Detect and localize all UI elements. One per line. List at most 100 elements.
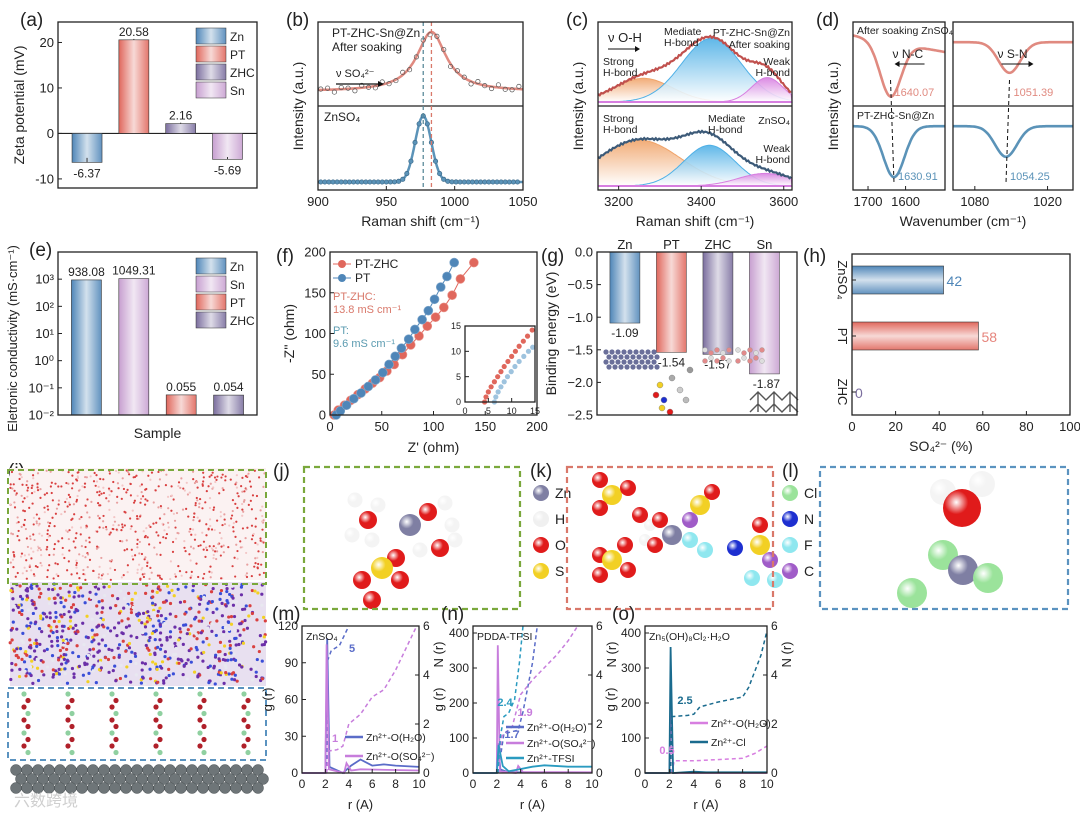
zhc-layer-atom (21, 730, 27, 736)
water-molecule (231, 499, 235, 502)
polymer-atom (145, 616, 150, 620)
water-molecule (129, 494, 132, 497)
polymer-atom (255, 657, 259, 662)
y-tick-label: 200 (449, 696, 469, 710)
water-molecule (32, 516, 35, 520)
water-molecule (11, 487, 14, 490)
atom (609, 359, 615, 365)
mode-label: ν O-H (608, 30, 642, 45)
y-tick-label: 300 (449, 661, 469, 675)
y-tick-label: 60 (285, 693, 299, 707)
legend-label: PT (230, 296, 246, 310)
polymer-atom (108, 606, 113, 610)
polymer-atom (124, 674, 128, 678)
water-molecule (153, 546, 156, 549)
plot-frame (852, 21, 946, 191)
water-molecule (67, 482, 70, 485)
polymer-atom (208, 664, 212, 668)
polymer-atom (35, 666, 40, 670)
zhc-layer-atom (245, 749, 251, 756)
atom (645, 359, 651, 365)
data-point (461, 74, 467, 80)
y-tick-label: 0.0 (575, 245, 593, 260)
zhc-layer-atom (153, 743, 159, 749)
water-molecule (37, 547, 41, 550)
water-molecule (125, 548, 129, 551)
x-tick-label: 6 (541, 777, 548, 791)
water-molecule (102, 486, 105, 489)
coordination-number-curve (325, 625, 418, 774)
polymer-atom (165, 584, 170, 588)
data-point (345, 85, 351, 91)
water-molecule (50, 491, 53, 495)
polymer-atom (40, 669, 44, 673)
x-tick-label: 50 (375, 419, 389, 434)
water-molecule (159, 504, 163, 508)
water-molecule (98, 494, 101, 497)
water-molecule (43, 511, 46, 514)
annotation-label: Strong (603, 56, 634, 68)
polymer-atom (157, 585, 161, 589)
water-molecule (214, 480, 217, 484)
atom (363, 591, 381, 609)
polymer-atom (30, 586, 34, 590)
polymer-atom (227, 627, 231, 632)
polymer-atom (15, 627, 19, 631)
water-molecule (236, 549, 239, 553)
water-molecule (220, 545, 223, 548)
water-molecule (25, 559, 28, 562)
polymer-atom (77, 664, 82, 668)
polymer-atom (24, 649, 28, 654)
peak-value-label: 1051.39 (1013, 87, 1053, 99)
x-tick-label: 950 (375, 194, 397, 209)
water-molecule (260, 563, 263, 566)
polymer-atom (55, 635, 60, 640)
polymer-atom (124, 649, 128, 653)
atom (752, 517, 768, 533)
atom (592, 472, 608, 488)
bar-znso₄ (851, 265, 944, 295)
water-molecule (35, 520, 38, 523)
water-molecule (128, 473, 131, 476)
water-molecule (36, 472, 40, 475)
water-molecule (54, 562, 57, 565)
atom (620, 480, 636, 496)
polymer-atom (148, 618, 152, 622)
polymer-atom (58, 586, 62, 590)
x-tick-label: 20 (888, 419, 902, 434)
water-molecule (135, 515, 139, 518)
water-molecule (207, 485, 210, 488)
polymer-atom (212, 666, 216, 670)
water-molecule (22, 509, 25, 512)
water-molecule (110, 490, 113, 493)
polymer-atom (56, 644, 60, 648)
polymer-atom (90, 628, 94, 632)
polymer-atom (31, 681, 35, 685)
zhc-layer-atom (21, 717, 27, 723)
polymer-atom (107, 585, 111, 589)
atom (767, 572, 783, 588)
water-molecule (138, 563, 141, 566)
data-point (447, 290, 457, 300)
annotation-label: H-bond (603, 124, 638, 136)
polymer-atom (81, 673, 85, 677)
y-tick-label: 0 (291, 766, 298, 780)
atom (654, 354, 660, 360)
polymer-atom (74, 623, 78, 627)
water-molecule (73, 513, 76, 516)
polymer-atom (184, 585, 188, 589)
data-point (363, 179, 369, 185)
category-label: ZHC (835, 379, 850, 406)
polymer-atom (92, 638, 96, 642)
water-molecule (241, 527, 245, 530)
data-point (413, 54, 419, 60)
water-molecule (192, 519, 195, 522)
polymer-atom (70, 666, 75, 671)
water-molecule (36, 565, 39, 569)
polymer-atom (146, 675, 150, 679)
polymer-atom (150, 631, 154, 635)
polymer-atom (176, 657, 180, 661)
polymer-atom (248, 604, 252, 608)
data-point (359, 82, 365, 89)
water-molecule (40, 534, 44, 537)
